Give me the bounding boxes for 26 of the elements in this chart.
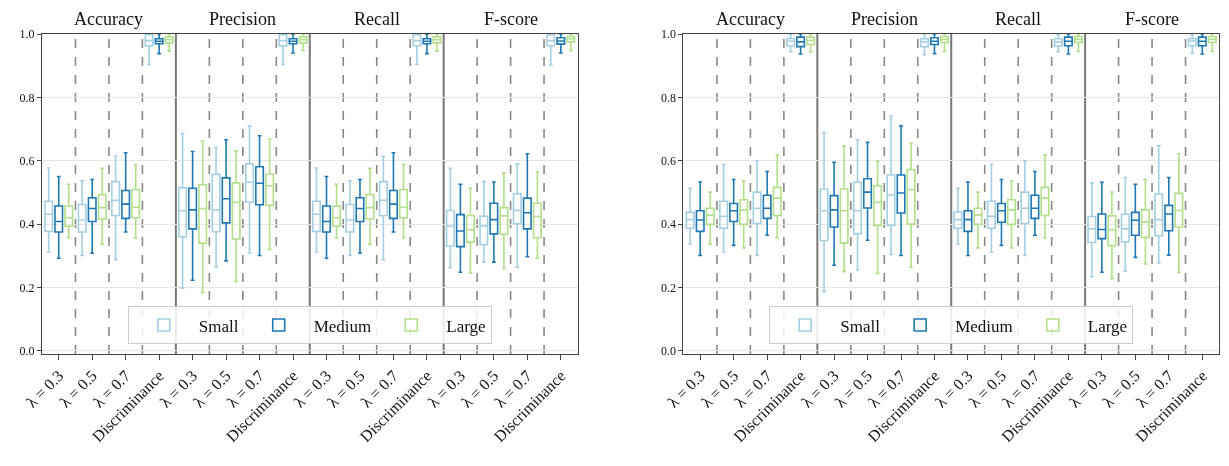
legend-label: Medium xyxy=(955,316,1013,336)
legend-label: Small xyxy=(840,316,881,336)
text: Recall xyxy=(995,9,1041,29)
y-tick-label: 0.0 xyxy=(19,344,35,359)
y-tick-label: 0.6 xyxy=(19,153,35,168)
legend-label: Large xyxy=(446,316,486,336)
legend-label: Large xyxy=(1087,316,1128,336)
y-tick-label: 0.2 xyxy=(19,280,35,295)
text: Accuracy xyxy=(716,9,785,29)
legend-label: Small xyxy=(198,316,239,336)
y-tick-label: 1.0 xyxy=(660,27,676,42)
text: F-score xyxy=(1125,9,1179,29)
y-tick-label: 1.0 xyxy=(19,27,35,42)
text: F-score xyxy=(484,9,538,29)
y-tick-label: 0.6 xyxy=(660,153,676,168)
text: Recall xyxy=(354,9,400,29)
y-tick-label: 0.8 xyxy=(660,90,676,105)
text: Precision xyxy=(209,9,276,29)
y-tick-label: 0.4 xyxy=(660,217,676,232)
y-tick-label: 0.4 xyxy=(19,217,35,232)
text: Precision xyxy=(851,9,918,29)
legend-label: Medium xyxy=(313,316,372,336)
y-tick-label: 0.0 xyxy=(660,344,676,359)
y-tick-label: 0.8 xyxy=(19,90,35,105)
text: Accuracy xyxy=(74,9,143,29)
y-tick-label: 0.2 xyxy=(660,280,676,295)
